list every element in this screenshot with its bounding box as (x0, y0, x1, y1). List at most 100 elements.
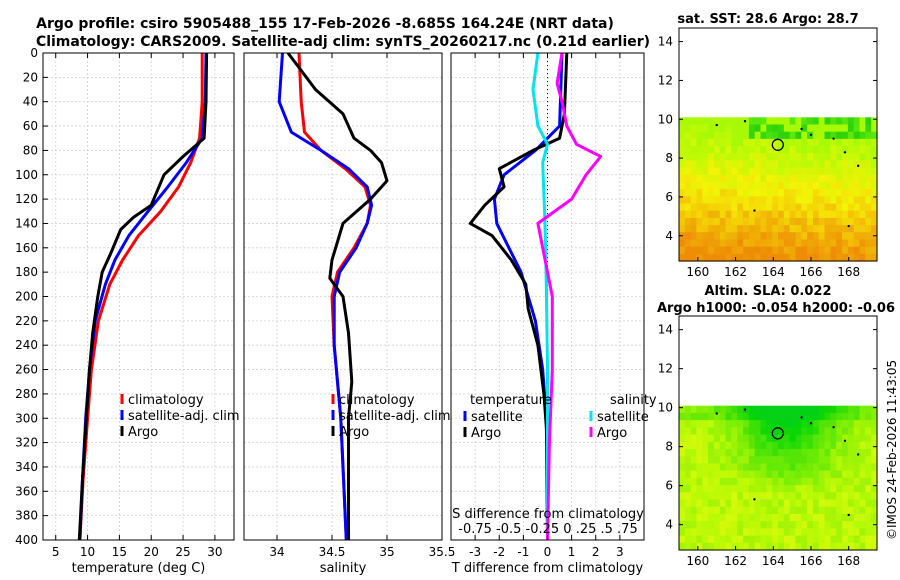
heatmap-cell (818, 521, 826, 529)
heatmap-cell (743, 203, 750, 212)
heatmap-cell (830, 499, 837, 508)
diff-salinity-legend-label: Argo (597, 426, 627, 441)
heatmap-cell (812, 138, 820, 147)
heatmap-cell (766, 131, 773, 140)
heatmap-cell (743, 217, 750, 226)
heatmap-cell (690, 448, 698, 457)
heatmap-cell (713, 434, 721, 443)
x-tick-label: 35.5 (429, 545, 456, 559)
heatmap-cell (731, 160, 738, 169)
heatmap-cell (731, 412, 738, 421)
y-tick-label: 380 (15, 509, 38, 523)
heatmap-cell (766, 420, 773, 428)
heatmap-cell (760, 239, 767, 248)
heatmap-cell (830, 448, 837, 457)
x-tick-label: 3 (616, 545, 624, 559)
heatmap-cell (801, 499, 808, 508)
heatmap-cell (737, 253, 744, 262)
heatmap-cell (731, 146, 738, 154)
heatmap-cell (708, 146, 715, 154)
heatmap-cell (789, 153, 797, 162)
heatmap-cell (743, 499, 750, 508)
heatmap-cell (737, 217, 744, 226)
heatmap-cell (702, 203, 709, 212)
heatmap-cell (865, 427, 872, 436)
heatmap-cell (731, 499, 738, 508)
heatmap-cell (836, 456, 843, 465)
heatmap-cell (783, 160, 791, 169)
y-tick-label: 6 (665, 479, 673, 493)
heatmap-cell (684, 485, 692, 493)
x-tick-label: 162 (724, 554, 747, 568)
heatmap-cell (778, 492, 785, 501)
heatmap-cell (807, 441, 814, 450)
heatmap-cell (842, 217, 849, 226)
heatmap-cell (737, 513, 744, 522)
heatmap-cell (836, 131, 843, 140)
heatmap-cell (743, 470, 750, 479)
heatmap-cell (859, 124, 866, 133)
y-tick-label: 200 (15, 290, 38, 304)
heatmap-cell (830, 239, 837, 248)
heatmap-cell (842, 189, 849, 197)
island-marker (809, 422, 813, 425)
heatmap-cell (859, 521, 866, 529)
heatmap-cell (783, 210, 791, 219)
heatmap-cell (778, 239, 785, 248)
heatmap-cell (847, 160, 855, 169)
heatmap-cell (719, 405, 727, 414)
heatmap-cell (713, 405, 721, 414)
heatmap-cell (818, 167, 826, 176)
heatmap-cell (789, 542, 797, 551)
heatmap-cell (807, 470, 814, 479)
heatmap-cell (713, 463, 721, 472)
heatmap-cell (836, 470, 843, 479)
heatmap-cell (696, 470, 703, 479)
heatmap-cell (731, 477, 738, 486)
heatmap-cell (760, 117, 767, 126)
heatmap-cell (743, 181, 750, 190)
heatmap-cell (743, 174, 750, 183)
heatmap-cell (702, 146, 709, 154)
heatmap-cell (679, 253, 686, 262)
heatmap-cell (684, 217, 692, 226)
heatmap-cell (679, 124, 686, 133)
heatmap-cell (801, 117, 808, 126)
y-tick-label: 180 (15, 265, 38, 279)
x-tick-label: 166 (800, 265, 823, 279)
heatmap-cell (760, 138, 767, 147)
heatmap-cell (795, 412, 802, 421)
heatmap-cell (859, 506, 866, 515)
heatmap-cell (789, 448, 797, 457)
heatmap-cell (824, 117, 832, 126)
heatmap-cell (702, 506, 709, 515)
heatmap-cell (865, 448, 872, 457)
heatmap-cell (812, 253, 820, 262)
salinity-legend-label: satellite-adj. clim (339, 409, 451, 424)
heatmap-cell (731, 210, 738, 219)
heatmap-cell (824, 448, 832, 457)
heatmap-cell (743, 477, 750, 486)
heatmap-cell (830, 420, 837, 428)
heatmap-cell (731, 448, 738, 457)
heatmap-cell (807, 138, 814, 147)
heatmap-cell (865, 492, 872, 501)
heatmap-cell (818, 246, 826, 255)
heatmap-cell (871, 513, 878, 522)
heatmap-cell (853, 146, 861, 154)
heatmap-cell (853, 477, 861, 486)
heatmap-cell (801, 167, 808, 176)
heatmap-cell (807, 246, 814, 255)
heatmap-cell (702, 427, 709, 436)
heatmap-cell (760, 485, 767, 493)
heatmap-cell (684, 189, 692, 197)
heatmap-cell (853, 189, 861, 197)
heatmap-cell (679, 420, 686, 428)
heatmap-cell (754, 499, 762, 508)
heatmap-cell (865, 239, 872, 248)
heatmap-cell (748, 124, 756, 133)
heatmap-cell (748, 448, 756, 457)
heatmap-cell (754, 196, 762, 205)
heatmap-cell (789, 203, 797, 212)
heatmap-cell (684, 499, 692, 508)
